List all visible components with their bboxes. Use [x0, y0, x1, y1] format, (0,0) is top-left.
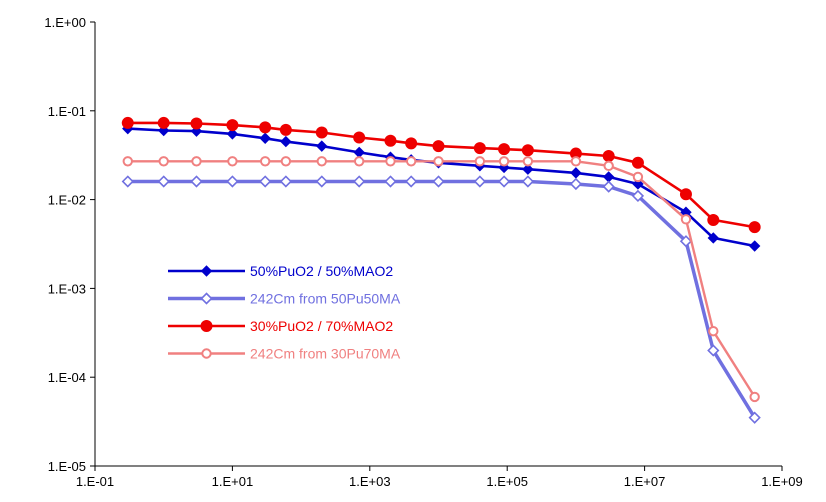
- axes: 1.E+001.E-011.E-021.E-031.E-041.E-051.E-…: [44, 15, 802, 489]
- x-tick-label: 1.E+09: [761, 474, 803, 489]
- data-point: [190, 175, 203, 188]
- legend-label: 242Cm from 50Pu50MA: [250, 291, 401, 307]
- data-point: [679, 235, 693, 248]
- data-point: [259, 156, 271, 167]
- data-point: [280, 135, 292, 148]
- x-tick-label: 1.E-01: [76, 474, 114, 489]
- data-point: [191, 156, 202, 167]
- data-point: [315, 175, 328, 188]
- legend-label: 50%PuO2 / 50%MAO2: [250, 263, 393, 279]
- legend-label: 30%PuO2 / 70%MAO2: [250, 318, 393, 334]
- data-point: [405, 156, 417, 167]
- y-tick-label: 1.E-04: [48, 370, 86, 385]
- data-point: [748, 411, 761, 424]
- data-point: [405, 175, 418, 188]
- data-point: [680, 214, 692, 225]
- legend-item-3: 30%PuO2 / 70%MAO2: [168, 318, 393, 334]
- legend-item-1: 50%PuO2 / 50%MAO2: [168, 263, 393, 279]
- data-point: [315, 126, 328, 139]
- data-point: [384, 175, 397, 188]
- x-tick-label: 1.E+03: [349, 474, 391, 489]
- data-point: [679, 188, 692, 201]
- data-point: [473, 142, 486, 155]
- data-point: [522, 163, 534, 175]
- data-point: [569, 177, 583, 191]
- data-point: [316, 140, 328, 152]
- data-point: [498, 143, 511, 156]
- data-point: [384, 134, 397, 147]
- legend-marker: [201, 348, 212, 359]
- data-point: [433, 156, 444, 167]
- data-point: [259, 175, 272, 188]
- y-tick-label: 1.E+00: [44, 15, 86, 30]
- data-point: [521, 144, 534, 157]
- data-point: [748, 240, 761, 252]
- legend-label: 242Cm from 30Pu70MA: [250, 346, 401, 362]
- data-point: [474, 156, 486, 167]
- legend: 50%PuO2 / 50%MAO2 242Cm from 50Pu50MA 30%P…: [168, 263, 401, 362]
- series-line: [127, 160, 756, 398]
- data-point: [497, 175, 511, 188]
- data-point: [353, 175, 366, 188]
- series-layer: [121, 116, 761, 424]
- data-point: [227, 156, 238, 167]
- data-point: [259, 121, 272, 134]
- data-point: [632, 171, 644, 183]
- legend-item-2: 242Cm from 50Pu50MA: [168, 291, 401, 307]
- data-point: [522, 156, 534, 167]
- data-point: [353, 131, 366, 144]
- data-point: [602, 149, 615, 162]
- y-tick-label: 1.E-05: [48, 459, 86, 474]
- data-point: [748, 221, 761, 234]
- data-point: [707, 344, 720, 357]
- data-point: [432, 140, 445, 153]
- legend-item-4: 242Cm from 30Pu70MA: [168, 346, 401, 362]
- data-point: [226, 175, 239, 188]
- legend-marker: [200, 320, 213, 332]
- data-point: [473, 175, 486, 188]
- data-point: [603, 160, 614, 172]
- data-point: [226, 128, 239, 140]
- data-point: [157, 175, 170, 188]
- series-4: [122, 156, 760, 403]
- data-point: [749, 391, 760, 403]
- x-tick-label: 1.E+05: [486, 474, 528, 489]
- data-point: [259, 132, 271, 145]
- data-point: [707, 232, 720, 244]
- data-point: [602, 180, 615, 193]
- data-point: [631, 189, 645, 203]
- data-point: [353, 156, 365, 167]
- y-tick-label: 1.E-01: [48, 104, 86, 119]
- x-tick-label: 1.E+07: [624, 474, 666, 489]
- y-tick-label: 1.E-03: [48, 281, 86, 296]
- data-point: [631, 156, 644, 169]
- data-point: [405, 137, 418, 150]
- data-point: [157, 116, 170, 129]
- data-point: [707, 213, 720, 226]
- data-point: [316, 156, 327, 167]
- data-point: [121, 116, 134, 129]
- data-point: [521, 175, 535, 188]
- data-point: [279, 123, 292, 136]
- series-3: [121, 116, 761, 234]
- data-point: [226, 119, 239, 132]
- data-point: [122, 156, 133, 167]
- legend-marker: [200, 265, 213, 277]
- data-point: [498, 156, 510, 167]
- data-point: [432, 175, 445, 188]
- data-point: [158, 156, 169, 167]
- data-point: [279, 175, 292, 188]
- series-2: [121, 175, 761, 424]
- data-point: [708, 325, 719, 337]
- x-tick-label: 1.E+01: [212, 474, 254, 489]
- data-point: [385, 156, 396, 167]
- data-point: [280, 156, 292, 167]
- data-point: [121, 175, 134, 188]
- y-tick-label: 1.E-02: [48, 193, 86, 208]
- data-point: [190, 117, 203, 130]
- data-point: [570, 156, 582, 167]
- legend-marker: [200, 292, 213, 305]
